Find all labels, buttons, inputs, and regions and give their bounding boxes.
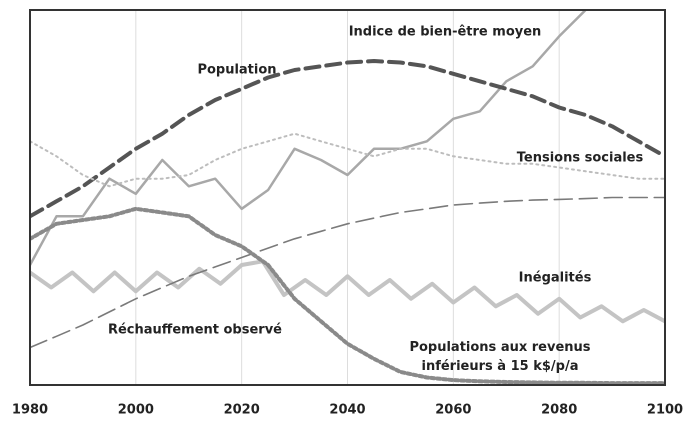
x-tick-label: 2080 [541, 403, 577, 418]
series-line [30, 10, 587, 267]
plot-lines [30, 10, 665, 385]
x-tick-label: 1980 [12, 403, 48, 418]
series-label: Inégalités [519, 271, 592, 286]
series-line [30, 196, 665, 349]
labels: 1980 2000 2020 2040 2060 2080 2100 Indice de bi… [12, 25, 683, 418]
series-label: Indice de bien-être moyen [349, 25, 542, 40]
series-line [30, 259, 665, 324]
series-line [30, 132, 665, 188]
series-label: Tensions sociales [517, 151, 644, 166]
series-label-box: Populations aux revenus inférieurs à 15 … [409, 340, 591, 374]
series-label: Réchauffement observé [108, 323, 282, 338]
series-label: Population [197, 63, 276, 78]
series-label: Populations aux revenus inférieurs à 15 … [409, 340, 591, 374]
plot-frame [29, 9, 666, 386]
x-tick-label: 2000 [118, 403, 154, 418]
x-tick-label: 2100 [647, 403, 683, 418]
x-tick-label: 2060 [435, 403, 471, 418]
series-line [30, 59, 665, 219]
x-tick-label: 2020 [224, 403, 260, 418]
x-tick-label: 2040 [329, 403, 365, 418]
series-line [30, 206, 665, 385]
